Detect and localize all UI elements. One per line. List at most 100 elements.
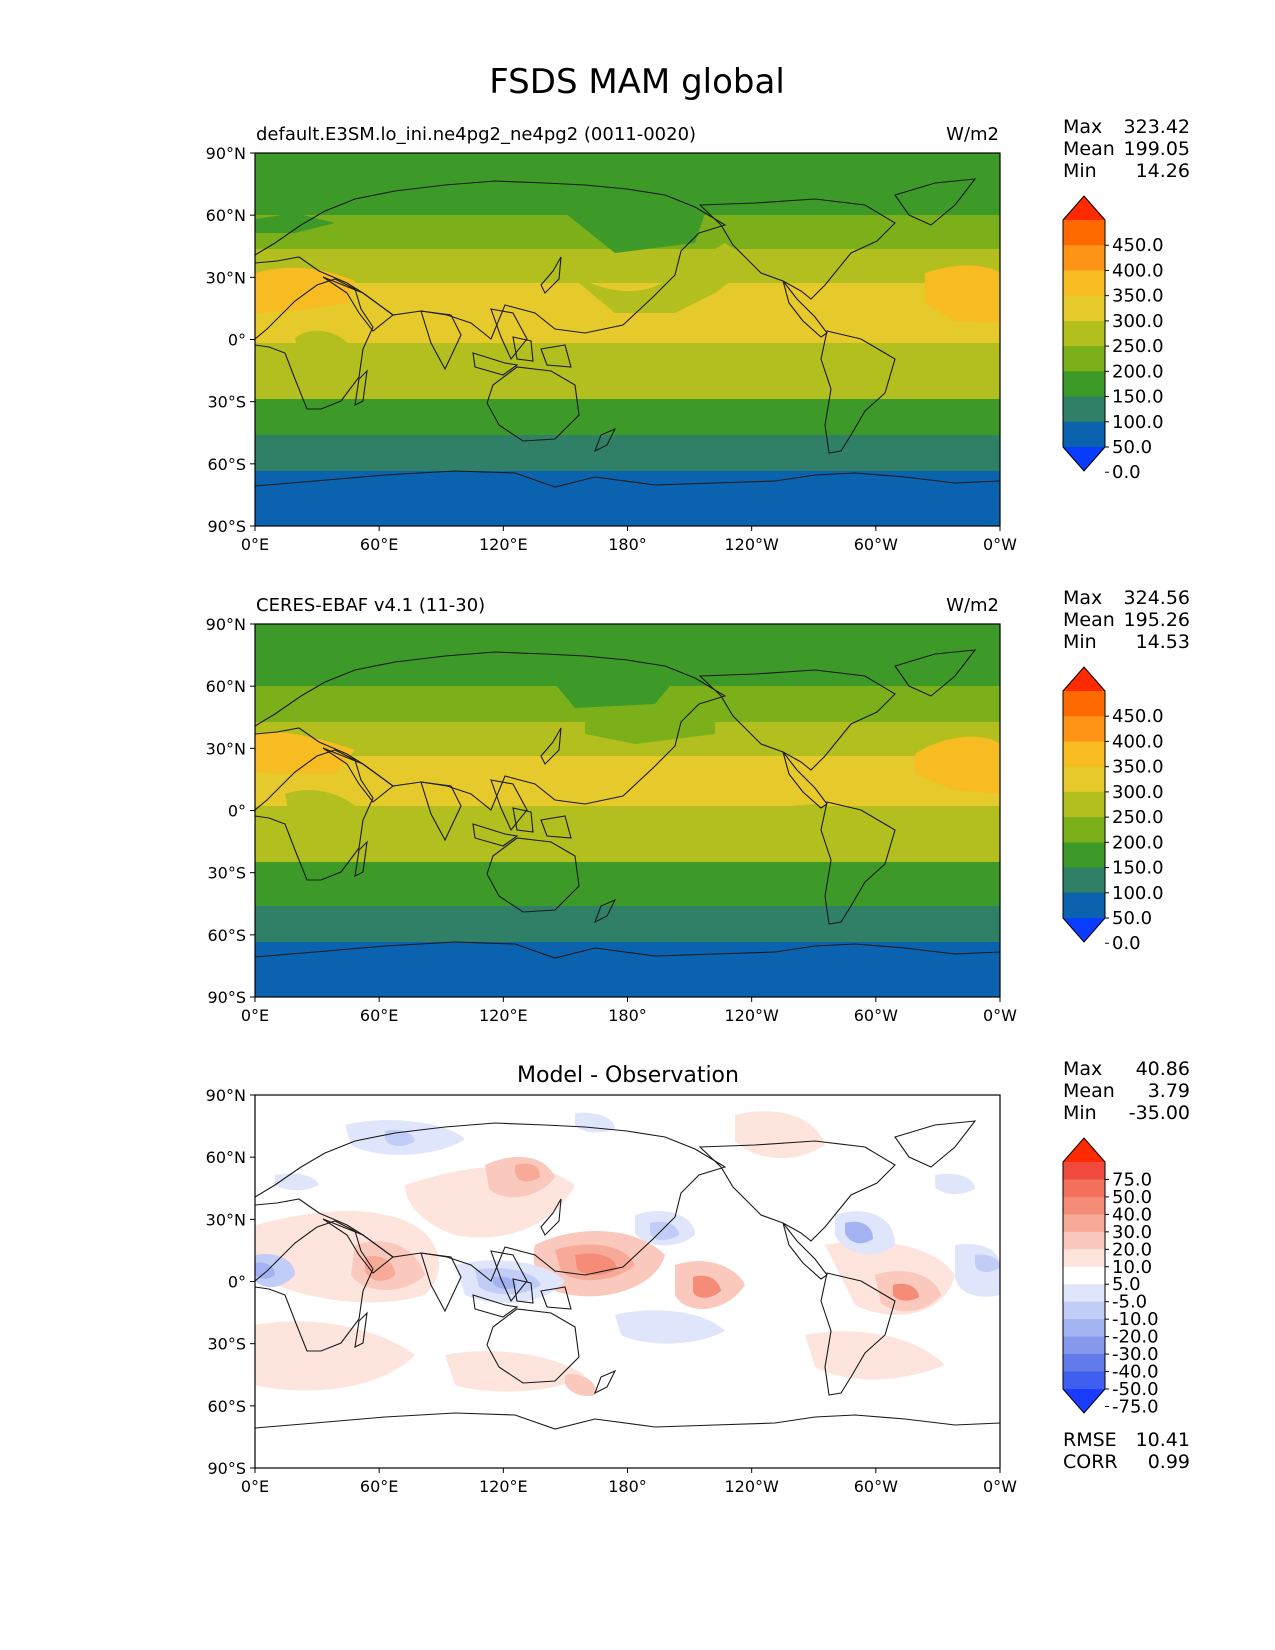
stat-value: -35.00	[1129, 1102, 1190, 1124]
stat-label: Min	[1063, 1102, 1097, 1124]
colorbar-segment	[1063, 817, 1105, 843]
colorbar-segment	[1063, 892, 1105, 919]
colorbar-segment	[1063, 1196, 1105, 1215]
colorbar-segment	[1063, 1354, 1105, 1373]
colorbar-tick-label: 400.0	[1112, 731, 1164, 752]
lat-tick-label: 60°N	[206, 677, 246, 696]
stat-value: 0.99	[1148, 1451, 1190, 1473]
panel-units: W/m2	[946, 595, 999, 616]
lat-tick-label: 60°S	[207, 455, 246, 474]
colorbar-segment	[1063, 196, 1105, 220]
colorbar-segment	[1063, 220, 1105, 246]
lat-tick-label: 30°N	[206, 739, 246, 758]
lon-tick-label: 0°W	[983, 1477, 1017, 1496]
colorbar-segment	[1063, 270, 1105, 297]
colorbar-tick-label: 50.0	[1112, 1187, 1152, 1208]
map-field-model	[255, 153, 1000, 526]
lon-tick-label: 120°W	[724, 535, 779, 554]
lat-tick-label: 30°N	[206, 1210, 246, 1229]
panel-model: default.E3SM.lo_ini.ne4pg2_ne4pg2 (0011-…	[254, 124, 1001, 527]
colorbar-tick-label: 200.0	[1112, 361, 1164, 382]
colorbar-segment	[1063, 346, 1105, 372]
lon-tick-label: 0°E	[241, 1477, 269, 1496]
colorbar-segment	[1063, 1336, 1105, 1355]
stat-value: 3.79	[1148, 1080, 1190, 1102]
lon-tick-label: 60°E	[360, 1006, 398, 1025]
lat-tick-label: 0°	[228, 802, 246, 821]
lon-tick-label: 120°E	[479, 1006, 528, 1025]
stat-label: Min	[1063, 160, 1097, 182]
colorbar-tick-label: 150.0	[1112, 387, 1164, 408]
panel-left-title: CERES-EBAF v4.1 (11-30)	[256, 595, 485, 616]
colorbar-tick-label: 350.0	[1112, 757, 1164, 778]
lon-tick-label: 180°	[608, 1006, 647, 1025]
panel-center-title: Model - Observation	[517, 1063, 739, 1088]
lon-tick-label: 120°E	[479, 535, 528, 554]
stat-label: Max	[1063, 116, 1102, 138]
panel-obs: CERES-EBAF v4.1 (11-30) W/m2	[254, 595, 1001, 998]
lat-tick-label: 90°S	[207, 517, 246, 536]
lon-tick-label: 60°W	[854, 535, 898, 554]
lon-tick-label: 180°	[608, 535, 647, 554]
lat-tick-label: 0°	[228, 331, 246, 350]
colorbar-tick-label: -5.0	[1112, 1292, 1147, 1313]
axes-layer: 90°N60°N30°N0°30°S60°S90°S0°E 60°E 120°E 18…	[206, 144, 1018, 1496]
stat-value: 199.05	[1124, 138, 1190, 160]
colorbar-tick-label: 150.0	[1112, 858, 1164, 879]
colorbar-segment	[1063, 1266, 1105, 1285]
colorbar-tick-label: -10.0	[1112, 1309, 1159, 1330]
stat-label: Mean	[1063, 609, 1115, 631]
lon-tick-label: 60°W	[854, 1006, 898, 1025]
colorbar-tick-label: -75.0	[1112, 1396, 1159, 1417]
colorbar-tick-label: 200.0	[1112, 832, 1164, 853]
colorbar-segment	[1063, 741, 1105, 768]
colorbar-segment	[1063, 716, 1105, 742]
colorbar-tick-label: 300.0	[1112, 782, 1164, 803]
colorbar-tick-label: -30.0	[1112, 1344, 1159, 1365]
colorbar-tick-label: 10.0	[1112, 1257, 1152, 1278]
colorbar-segment	[1063, 447, 1105, 471]
colorbar-tick-label: 450.0	[1112, 706, 1164, 727]
colorbar-segment	[1063, 691, 1105, 717]
colorbar-segment	[1063, 1284, 1105, 1303]
colorbar-segment	[1063, 1179, 1105, 1198]
colorbar-segment	[1063, 1319, 1105, 1338]
colorbar-tick-label: 5.0	[1112, 1274, 1141, 1295]
lon-tick-label: 60°E	[360, 535, 398, 554]
colorbar-segment	[1063, 396, 1105, 423]
colorbar-segment	[1063, 295, 1105, 322]
colorbar-segment	[1063, 867, 1105, 894]
legend-model: Max 323.42 Mean 199.05 Min 14.26 450.0 400.0 350…	[1062, 116, 1190, 483]
colorbar-tick-label: 50.0	[1112, 437, 1152, 458]
colorbar-segment	[1063, 1249, 1105, 1268]
stat-value: 324.56	[1124, 587, 1190, 609]
legend-layer: Max 323.42 Mean 199.05 Min 14.26 450.0 400.0 350…	[1062, 116, 1190, 1473]
colorbar-tick-label: 0.0	[1112, 462, 1141, 483]
lon-tick-label: 60°W	[854, 1477, 898, 1496]
colorbar-tick-label: 400.0	[1112, 260, 1164, 281]
lon-tick-label: 0°W	[983, 535, 1017, 554]
legend-diff: Max 40.86 Mean 3.79 Min -35.00 75.050.040.030.…	[1062, 1058, 1190, 1473]
colorbar-segment	[1063, 918, 1105, 942]
lon-tick-label: 0°E	[241, 1006, 269, 1025]
colorbar-segment	[1063, 842, 1105, 869]
lon-tick-label: 120°W	[724, 1477, 779, 1496]
colorbar-tick-label: 50.0	[1112, 908, 1152, 929]
lat-tick-label: 60°N	[206, 1148, 246, 1167]
stat-value: 323.42	[1124, 116, 1190, 138]
colorbar-tick-label: -20.0	[1112, 1327, 1159, 1348]
map-field-obs	[255, 624, 1000, 997]
stat-label: Max	[1063, 587, 1102, 609]
lat-tick-label: 0°	[228, 1273, 246, 1292]
lat-tick-label: 30°S	[207, 393, 246, 412]
colorbar-tick-label: 40.0	[1112, 1204, 1152, 1225]
stat-label: Max	[1063, 1058, 1102, 1080]
lat-tick-label: 30°S	[207, 864, 246, 883]
lat-tick-label: 90°S	[207, 1459, 246, 1478]
colorbar-segment	[1063, 421, 1105, 448]
colorbar-tick-label: -50.0	[1112, 1379, 1159, 1400]
colorbar-segment	[1063, 766, 1105, 793]
lon-tick-label: 120°W	[724, 1006, 779, 1025]
colorbar-tick-label: 30.0	[1112, 1222, 1152, 1243]
